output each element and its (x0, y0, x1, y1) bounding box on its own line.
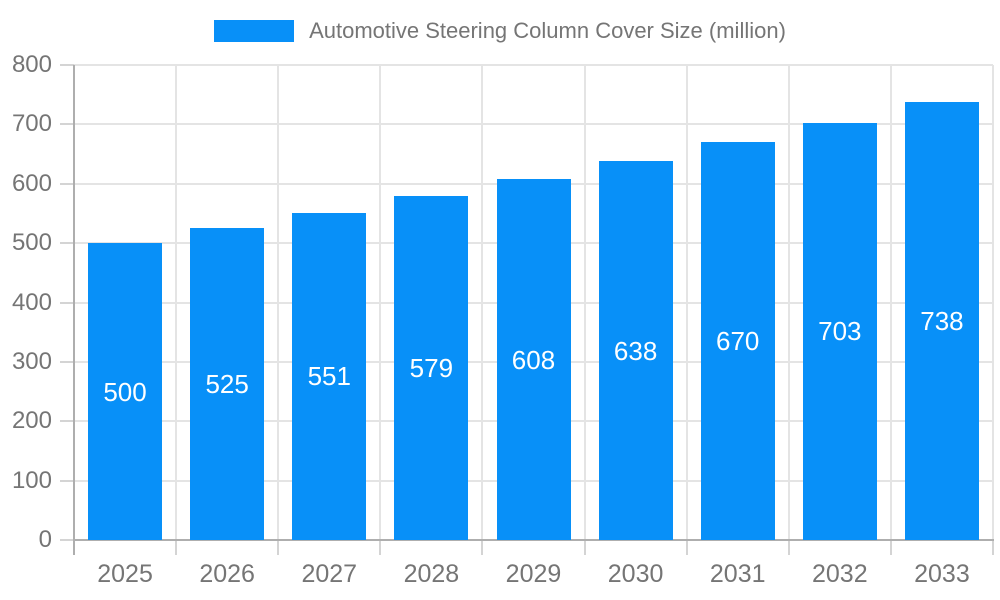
bar-2027[interactable] (292, 212, 367, 540)
y-axis-tick (60, 242, 74, 245)
y-axis-label: 100 (11, 466, 52, 494)
x-axis-label: 2030 (607, 560, 664, 588)
x-axis-label: 2029 (505, 560, 562, 588)
x-gridline (685, 65, 688, 540)
x-axis-label: 2027 (301, 560, 358, 588)
x-axis-tick (787, 541, 790, 555)
x-gridline (583, 65, 586, 540)
x-gridline (787, 65, 790, 540)
legend-label: Automotive Steering Column Cover Size (m… (309, 18, 786, 43)
x-axis-tick (379, 541, 382, 555)
y-gridline (74, 64, 993, 66)
y-axis-tick (60, 360, 74, 363)
y-gridline (74, 123, 993, 126)
bar-2031[interactable] (700, 142, 775, 540)
bar-2033[interactable] (904, 101, 979, 540)
x-gridline (481, 65, 484, 540)
bar-value-label: 738 (920, 305, 964, 336)
bar-2032[interactable] (802, 122, 877, 540)
x-axis-tick (481, 541, 484, 555)
bar-value-label: 638 (613, 335, 658, 366)
x-axis-tick (889, 541, 892, 555)
y-axis-label: 600 (11, 169, 52, 197)
y-axis-tick (60, 479, 74, 482)
bar-value-label: 608 (511, 344, 556, 375)
x-gridline (889, 65, 892, 540)
bar-2025[interactable] (88, 243, 163, 540)
x-axis-label: 2031 (709, 560, 766, 588)
y-axis-label: 0 (38, 526, 52, 553)
x-axis-tick (583, 541, 586, 555)
bar-2030[interactable] (598, 161, 673, 540)
y-axis-line (73, 65, 75, 555)
x-axis-tick (685, 541, 688, 555)
x-axis-label: 2026 (199, 560, 255, 588)
chart-legend[interactable]: Automotive Steering Column Cover Size (m… (0, 19, 1000, 43)
y-axis-tick (60, 420, 74, 423)
x-gridline (992, 65, 994, 540)
bar-2026[interactable] (190, 228, 265, 540)
y-axis-label: 800 (11, 51, 52, 78)
y-axis-tick (60, 301, 74, 304)
x-axis-tick (992, 541, 994, 555)
legend-swatch[interactable] (214, 20, 295, 42)
bar-value-label: 500 (103, 376, 147, 407)
x-axis-label: 2028 (403, 560, 460, 588)
y-axis-label: 300 (11, 347, 52, 375)
x-gridline (175, 65, 178, 540)
bar-2028[interactable] (394, 196, 469, 540)
y-axis-tick (60, 182, 74, 185)
x-axis-line (73, 539, 994, 541)
bar-value-label: 551 (307, 361, 351, 392)
y-axis-label: 200 (11, 407, 52, 435)
y-axis-tick (60, 64, 74, 66)
x-axis-label: 2033 (914, 560, 970, 588)
x-axis-label: 2032 (812, 560, 868, 588)
x-gridline (277, 65, 280, 540)
x-gridline (379, 65, 382, 540)
x-axis-tick (175, 541, 178, 555)
x-axis-tick (277, 541, 280, 555)
bar-value-label: 579 (409, 353, 454, 384)
y-axis-label: 500 (11, 229, 52, 257)
y-axis-tick (60, 123, 74, 126)
y-axis-tick (60, 539, 74, 541)
x-axis-label: 2025 (97, 560, 153, 588)
bar-value-label: 525 (205, 369, 249, 400)
bar-2029[interactable] (496, 179, 571, 540)
bar-value-label: 670 (716, 326, 760, 357)
bar-value-label: 703 (818, 316, 862, 347)
y-axis-label: 400 (11, 288, 52, 316)
y-axis-label: 700 (11, 110, 52, 138)
